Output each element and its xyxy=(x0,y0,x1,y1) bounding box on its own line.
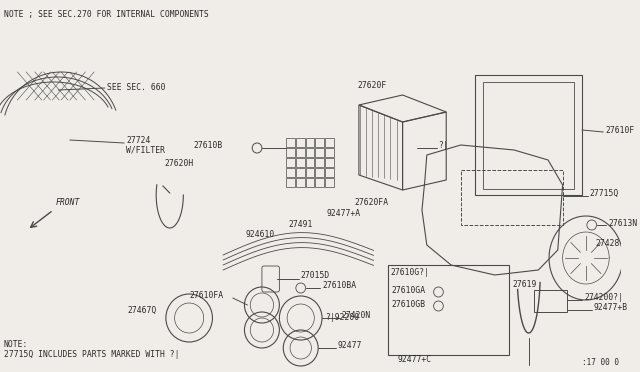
Bar xyxy=(305,178,314,187)
Text: 924610: 924610 xyxy=(245,230,275,239)
Bar xyxy=(296,138,305,147)
Text: NOTE:: NOTE: xyxy=(4,340,28,349)
Bar xyxy=(325,178,333,187)
Text: 274200?|: 274200?| xyxy=(584,292,623,301)
Bar xyxy=(325,158,333,167)
Text: 27724: 27724 xyxy=(126,135,150,144)
Text: ?|92200: ?|92200 xyxy=(325,314,359,323)
Bar xyxy=(286,178,295,187)
Bar xyxy=(325,148,333,157)
Bar xyxy=(305,168,314,177)
Bar xyxy=(286,138,295,147)
Text: 92477+B: 92477+B xyxy=(594,304,628,312)
Bar xyxy=(316,178,324,187)
Text: 27428: 27428 xyxy=(596,239,620,248)
Bar xyxy=(325,138,333,147)
Bar xyxy=(296,148,305,157)
Text: 27613N: 27613N xyxy=(608,218,637,228)
Text: 27610FA: 27610FA xyxy=(189,291,223,299)
Bar xyxy=(286,168,295,177)
Text: 27467Q: 27467Q xyxy=(128,305,157,314)
Bar xyxy=(461,170,563,225)
Text: 27619: 27619 xyxy=(512,280,536,289)
Bar xyxy=(316,148,324,157)
Text: SEE SEC. 660: SEE SEC. 660 xyxy=(107,83,165,92)
Text: NOTE ; SEE SEC.270 FOR INTERNAL COMPONENTS: NOTE ; SEE SEC.270 FOR INTERNAL COMPONEN… xyxy=(4,10,209,19)
Bar xyxy=(325,168,333,177)
Text: 27610B: 27610B xyxy=(194,141,223,150)
Bar xyxy=(286,148,295,157)
Text: 92477+A: 92477+A xyxy=(327,209,361,218)
Bar xyxy=(305,158,314,167)
Text: ?|: ?| xyxy=(438,141,448,150)
Bar xyxy=(296,158,305,167)
Bar xyxy=(286,158,295,167)
Bar xyxy=(316,138,324,147)
Bar xyxy=(305,148,314,157)
Text: 27610F: 27610F xyxy=(605,125,634,135)
Text: 27610GA: 27610GA xyxy=(392,286,426,295)
Bar xyxy=(296,168,305,177)
Bar xyxy=(534,290,568,312)
Bar xyxy=(483,82,574,189)
Text: :17 00 0: :17 00 0 xyxy=(582,358,619,367)
Text: 27491: 27491 xyxy=(288,220,312,229)
Text: 27715Q INCLUDES PARTS MARKED WITH ?|: 27715Q INCLUDES PARTS MARKED WITH ?| xyxy=(4,350,179,359)
Bar xyxy=(316,158,324,167)
Text: 27015D: 27015D xyxy=(301,272,330,280)
Bar xyxy=(316,168,324,177)
Text: 92477: 92477 xyxy=(337,340,362,350)
Text: 27420N: 27420N xyxy=(342,311,371,320)
Bar xyxy=(388,265,509,355)
Text: FRONT: FRONT xyxy=(55,198,79,207)
Text: 27620F: 27620F xyxy=(357,81,386,90)
Text: 27620H: 27620H xyxy=(165,159,194,168)
Text: 27610GB: 27610GB xyxy=(392,300,426,309)
Text: 92477+C: 92477+C xyxy=(397,355,432,364)
Text: 27610G?|: 27610G?| xyxy=(390,268,429,277)
Bar xyxy=(296,178,305,187)
Bar xyxy=(305,138,314,147)
Bar xyxy=(476,75,582,195)
Text: 27715Q: 27715Q xyxy=(590,189,619,198)
Text: 27620FA: 27620FA xyxy=(354,198,388,207)
Text: W/FILTER: W/FILTER xyxy=(126,145,165,154)
Text: 27610BA: 27610BA xyxy=(322,280,356,289)
